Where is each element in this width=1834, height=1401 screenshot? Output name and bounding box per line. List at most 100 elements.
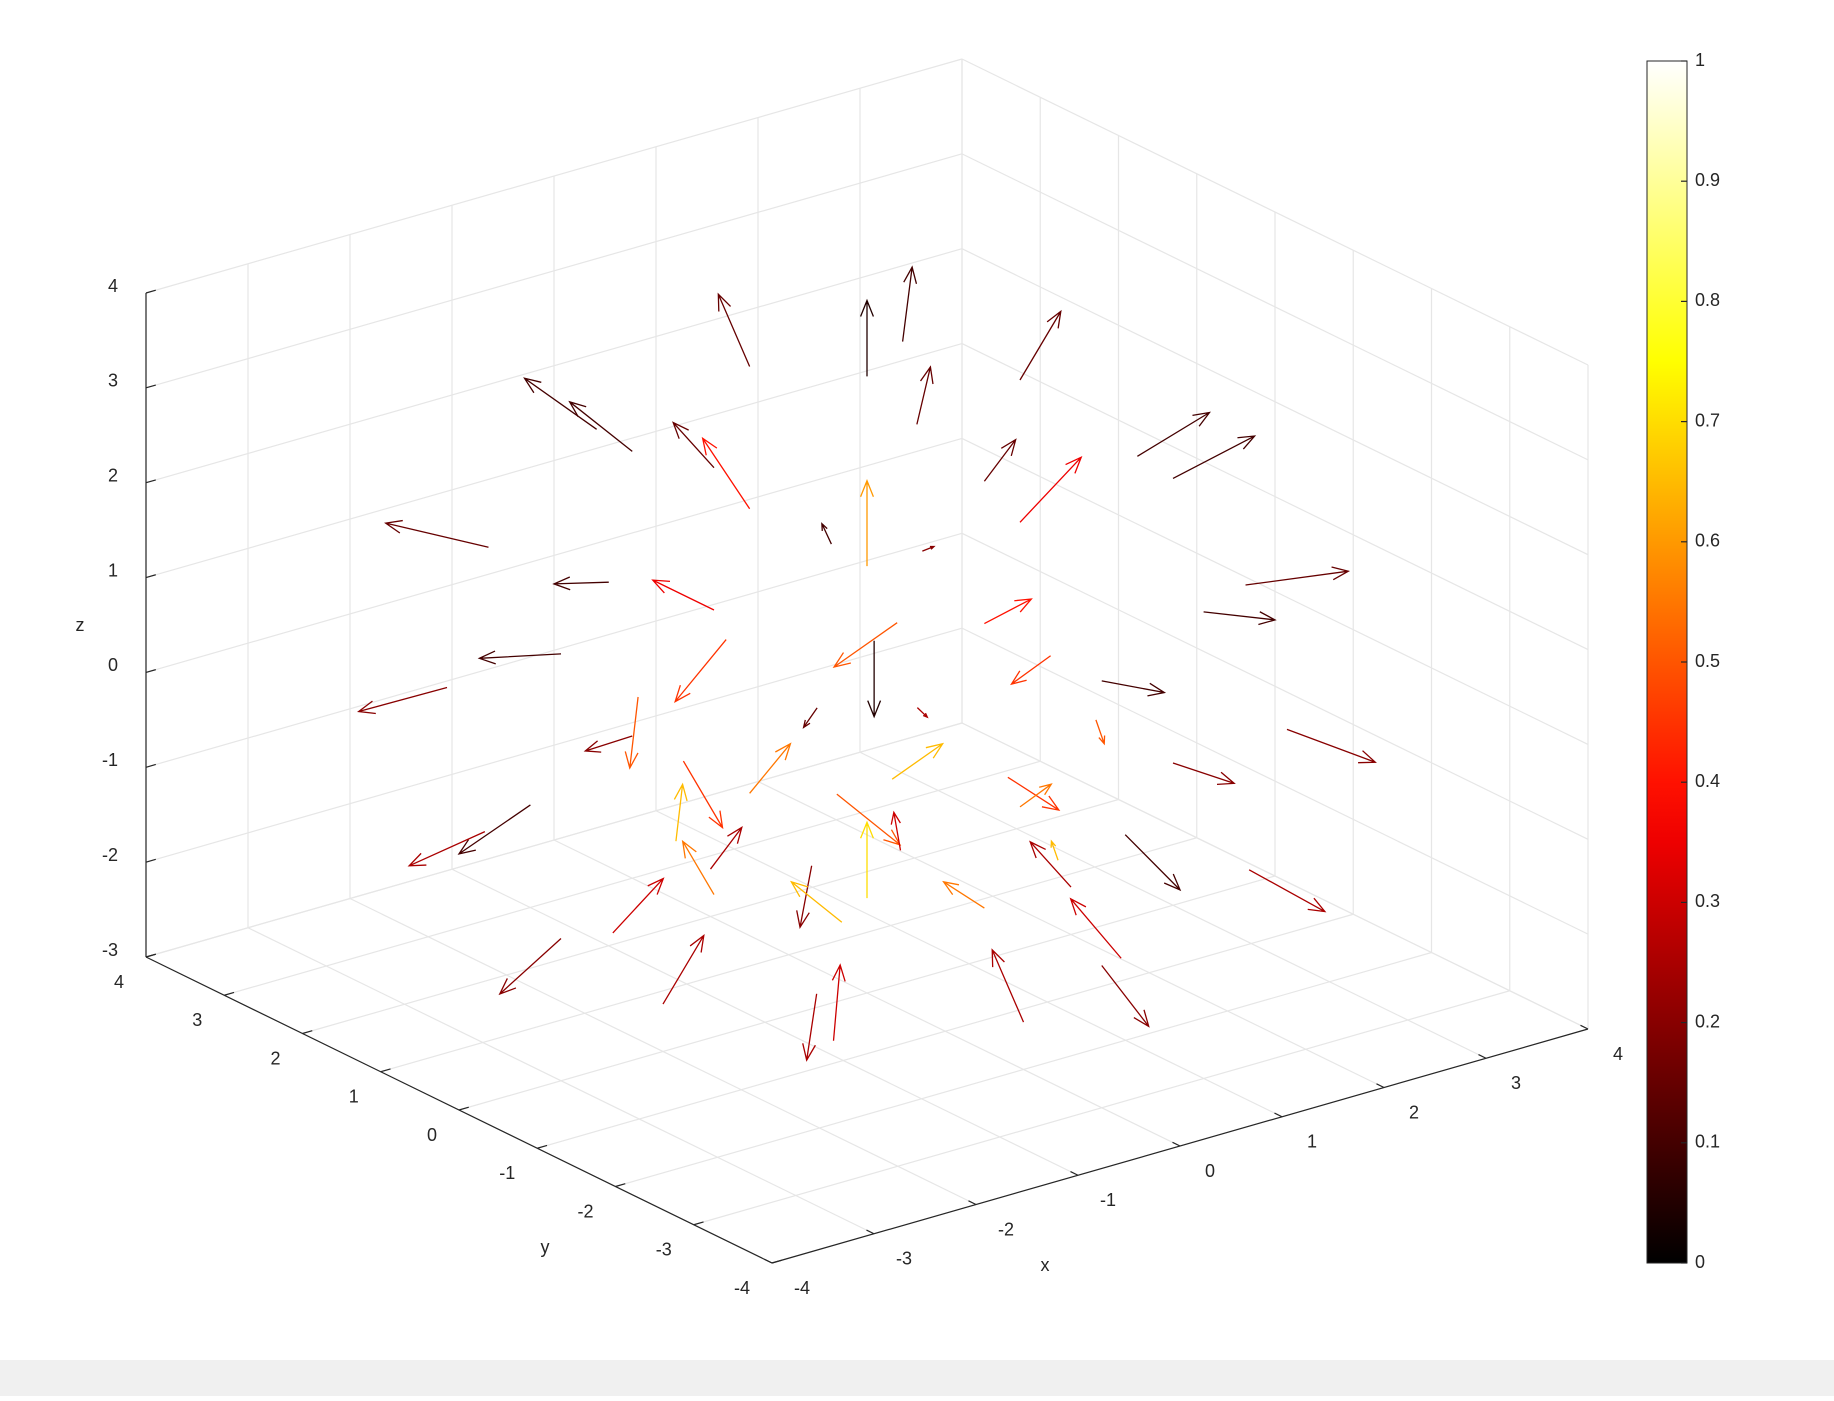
arrow: [1019, 783, 1053, 808]
x-tick: [1274, 1112, 1283, 1118]
x-tick-label: -1: [1100, 1190, 1116, 1210]
x-tick: [968, 1200, 977, 1206]
y-tick: [693, 1221, 704, 1226]
grid-line: [145, 722, 963, 958]
arrow: [624, 696, 639, 770]
grid: [145, 58, 1589, 1264]
z-tick-label: 4: [108, 276, 118, 296]
x-axis-label: x: [1041, 1255, 1050, 1275]
arrow: [1248, 869, 1327, 913]
y-axis-label: y: [541, 1237, 550, 1257]
arrow: [1019, 456, 1083, 523]
arrow: [1245, 566, 1351, 586]
grid-line: [224, 760, 1041, 996]
z-tick-label: -1: [102, 750, 118, 770]
colorbar-tick-label: 0: [1695, 1252, 1705, 1272]
grid-line: [961, 343, 1589, 651]
z-tick-label: 2: [108, 465, 118, 485]
axes: -4 -3 -2 -1 0 1 2 3 4 -4 -3 -2 -1 0 1 2 3 4 -3 -2 -1 0 1 2 3 4: [102, 276, 1623, 1298]
arrow: [802, 707, 818, 729]
arrow: [1172, 435, 1257, 479]
arrow: [457, 804, 531, 855]
x-tick-label: 1: [1307, 1132, 1317, 1152]
arrow: [916, 365, 934, 425]
arrow: [821, 522, 832, 545]
arrow: [672, 421, 715, 469]
arrow: [1095, 719, 1106, 746]
arrow: [836, 793, 902, 846]
y-tick-label: 3: [192, 1010, 202, 1030]
x-tick-label: -2: [998, 1219, 1014, 1239]
grid-line: [693, 990, 1510, 1226]
arrow: [498, 937, 562, 996]
arrow: [832, 622, 898, 668]
colorbar-tick-label: 0.2: [1695, 1011, 1720, 1031]
arrow: [916, 707, 929, 719]
arrow: [1286, 728, 1377, 764]
arrow: [749, 742, 792, 794]
x-tick-label: 3: [1511, 1073, 1521, 1093]
arrow: [701, 436, 751, 510]
arrow: [612, 877, 665, 934]
arrow: [717, 292, 751, 367]
z-tick-label: 1: [108, 560, 118, 580]
arrow: [984, 598, 1033, 625]
x-tick: [1478, 1054, 1487, 1059]
arrow: [789, 880, 843, 923]
y-tick: [302, 1030, 313, 1035]
colorbar: 0 0.1 0.2 0.3 0.4 0.5 0.6 0.7 0.8 0.9 1: [1646, 50, 1720, 1272]
arrow: [651, 579, 715, 611]
colorbar-tick-label: 0.9: [1695, 170, 1720, 190]
colorbar-tick-label: 0.1: [1695, 1132, 1720, 1152]
grid-line: [961, 437, 1589, 745]
grid-line: [380, 837, 1197, 1073]
x-tick-label: 2: [1409, 1102, 1419, 1122]
arrow: [674, 639, 727, 703]
z-tick-label: -2: [102, 845, 118, 865]
z-tick: [145, 763, 156, 768]
arrow: [583, 735, 633, 753]
y-tick-label: 4: [114, 972, 124, 992]
arrow: [1137, 411, 1211, 457]
arrows: [357, 265, 1377, 1062]
x-tick: [1070, 1171, 1079, 1176]
arrow: [901, 265, 918, 342]
z-tick: [145, 574, 156, 579]
y-tick: [458, 1106, 469, 1111]
arrow: [1101, 680, 1167, 697]
arrow: [942, 880, 985, 909]
z-tick-label: 3: [108, 371, 118, 391]
figure-footer: [0, 1360, 1834, 1396]
grid-line: [145, 437, 963, 674]
x-tick-label: -4: [794, 1278, 810, 1298]
arrow: [922, 545, 936, 552]
z-tick: [145, 479, 156, 484]
arrow: [859, 298, 875, 377]
arrow: [477, 650, 562, 665]
x-tick: [1376, 1083, 1385, 1089]
arrow: [662, 933, 705, 1005]
arrow: [859, 479, 875, 567]
colorbar-tick-label: 0.5: [1695, 651, 1720, 671]
grid-line: [145, 248, 963, 484]
z-axis-label: z: [76, 615, 85, 635]
grid-line: [302, 798, 1119, 1035]
colorbar-tick-label: 0.4: [1695, 771, 1720, 791]
y-tick: [615, 1183, 626, 1188]
z-tick: [145, 858, 156, 863]
grid-line: [961, 58, 1589, 366]
x-tick: [866, 1229, 875, 1235]
colorbar-tick-label: 0.7: [1695, 410, 1720, 430]
arrow: [709, 826, 743, 870]
y-tick-label: -4: [734, 1278, 750, 1298]
x-tick: [1580, 1024, 1589, 1030]
grid-line: [145, 153, 963, 389]
x-tick: [1172, 1141, 1181, 1147]
x-tick-label: 0: [1205, 1161, 1215, 1181]
y-tick-label: 0: [427, 1125, 437, 1145]
grid-line: [961, 532, 1589, 840]
y-tick: [537, 1144, 548, 1149]
arrow: [867, 640, 882, 719]
arrow: [357, 686, 448, 715]
